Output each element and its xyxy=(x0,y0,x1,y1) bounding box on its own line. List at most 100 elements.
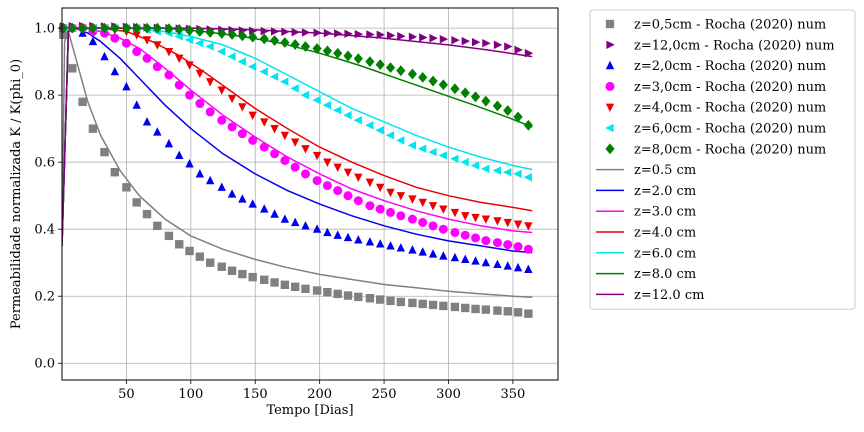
data-point-z-3-0cm-rocha-2020-num xyxy=(481,236,491,246)
data-point-z-0-5cm-rocha-2020-num xyxy=(59,30,68,40)
data-point-z-2-0cm-rocha-2020-num xyxy=(185,159,194,168)
data-point-z-8-0cm-rocha-2020-num xyxy=(450,83,460,95)
grid-lines xyxy=(62,8,558,380)
data-point-z-12-0cm-rocha-2020-num xyxy=(419,33,428,42)
data-point-z-6-0cm-rocha-2020-num xyxy=(216,47,226,56)
data-point-z-6-0cm-rocha-2020-num xyxy=(481,164,490,174)
data-point-z-4-0cm-rocha-2020-num xyxy=(439,205,448,214)
data-point-z-3-0cm-rocha-2020-num xyxy=(503,240,513,250)
data-point-z-2-0cm-rocha-2020-num xyxy=(301,221,310,230)
data-point-z-0-5cm-rocha-2020-num xyxy=(301,284,310,294)
data-point-z-0-5cm-rocha-2020-num xyxy=(238,269,247,279)
data-point-z-6-0cm-rocha-2020-num xyxy=(502,168,512,177)
data-point-z-8-0cm-rocha-2020-num xyxy=(375,59,385,71)
data-point-z-6-0cm-rocha-2020-num xyxy=(332,106,342,115)
data-point-z-4-0cm-rocha-2020-num xyxy=(312,151,322,161)
data-point-z-0-5cm-rocha-2020-num xyxy=(68,64,77,73)
data-point-z-8-0cm-rocha-2020-num xyxy=(227,29,237,40)
data-point-z-8-0cm-rocha-2020-num xyxy=(259,33,269,45)
data-point-z-3-0cm-rocha-2020-num xyxy=(132,47,142,57)
data-point-z-4-0cm-rocha-2020-num xyxy=(481,215,491,224)
data-point-z-8-0cm-rocha-2020-num xyxy=(58,22,68,34)
legend: z=0,5cm - Rocha (2020) num z=12,0cm - Roc… xyxy=(589,9,856,310)
data-point-z-12-0cm-rocha-2020-num xyxy=(451,35,460,45)
data-point-z-2-0cm-rocha-2020-num xyxy=(333,230,342,239)
data-point-z-2-0cm-rocha-2020-num xyxy=(280,214,290,223)
x-axis-ticks: 50 100 150 200 250 300 350 xyxy=(118,380,525,402)
data-point-z-3-0cm-rocha-2020-num xyxy=(280,155,290,165)
data-point-z-3-0cm-rocha-2020-num xyxy=(237,129,247,139)
data-point-z-6-0cm-rocha-2020-num xyxy=(259,67,268,76)
data-point-z-3-0cm-rocha-2020-num xyxy=(300,169,310,179)
data-point-z-12-0cm-rocha-2020-num xyxy=(386,31,396,40)
data-point-z-0-5cm-rocha-2020-num xyxy=(142,209,152,219)
legend-marker xyxy=(605,60,615,70)
data-point-z-2-0cm-rocha-2020-num xyxy=(142,117,152,126)
data-point-z-4-0cm-rocha-2020-num xyxy=(376,183,385,193)
data-point-z-4-0cm-rocha-2020-num xyxy=(270,125,279,134)
data-point-z-4-0cm-rocha-2020-num xyxy=(238,103,247,112)
data-point-z-4-0cm-rocha-2020-num xyxy=(493,217,502,226)
data-point-z-3-0cm-rocha-2020-num xyxy=(217,115,227,125)
data-point-z-8-0cm-rocha-2020-num xyxy=(438,79,448,91)
data-point-z-0-5cm-rocha-2020-num xyxy=(270,278,279,287)
data-point-z-12-0cm-rocha-2020-num xyxy=(471,37,481,47)
data-point-z-0-5cm-rocha-2020-num xyxy=(450,302,460,312)
data-point-z-3-0cm-rocha-2020-num xyxy=(418,217,428,227)
data-point-z-12-0cm-rocha-2020-num xyxy=(249,26,258,35)
data-point-z-8-0cm-rocha-2020-num xyxy=(290,39,300,50)
x-tick-label: 250 xyxy=(372,387,397,402)
data-point-z-8-0cm-rocha-2020-num xyxy=(110,22,120,34)
data-point-z-12-0cm-rocha-2020-num xyxy=(291,27,300,37)
data-point-z-2-0cm-rocha-2020-num xyxy=(524,264,533,274)
data-point-z-4-0cm-rocha-2020-num xyxy=(185,61,194,70)
data-point-z-3-0cm-rocha-2020-num xyxy=(407,214,417,224)
data-point-z-6-0cm-rocha-2020-num xyxy=(492,166,502,175)
data-point-z-0-5cm-rocha-2020-num xyxy=(290,282,300,292)
data-point-z-0-5cm-rocha-2020-num xyxy=(396,297,406,307)
data-point-z-6-0cm-rocha-2020-num xyxy=(290,84,299,93)
data-point-z-4-0cm-rocha-2020-num xyxy=(365,178,375,188)
data-point-z-0-5cm-rocha-2020-num xyxy=(461,303,470,313)
y-tick-label: 0.4 xyxy=(34,223,55,238)
data-point-z-0-5cm-rocha-2020-num xyxy=(343,291,353,300)
data-point-z-6-0cm-rocha-2020-num xyxy=(396,136,405,145)
data-point-z-12-0cm-rocha-2020-num xyxy=(514,45,523,55)
data-point-z-2-0cm-rocha-2020-num xyxy=(195,169,205,178)
data-point-z-6-0cm-rocha-2020-num xyxy=(184,35,194,45)
legend-entry-label: z=6,0cm - Rocha (2020) num xyxy=(634,122,826,137)
data-point-z-4-0cm-rocha-2020-num xyxy=(132,31,141,40)
data-point-z-3-0cm-rocha-2020-num xyxy=(248,135,258,145)
data-point-z-12-0cm-rocha-2020-num xyxy=(493,40,503,50)
data-point-z-2-0cm-rocha-2020-num xyxy=(461,254,470,263)
data-point-z-2-0cm-rocha-2020-num xyxy=(164,138,174,148)
data-point-z-0-5cm-rocha-2020-num xyxy=(439,301,448,311)
data-point-z-12-0cm-rocha-2020-num xyxy=(482,38,491,48)
data-point-z-8-0cm-rocha-2020-num xyxy=(269,35,280,46)
data-point-z-12-0cm-rocha-2020-num xyxy=(524,49,534,58)
data-point-z-3-0cm-rocha-2020-num xyxy=(227,122,237,132)
data-point-z-6-0cm-rocha-2020-num xyxy=(365,121,374,130)
data-point-z-3-0cm-rocha-2020-num xyxy=(513,242,523,252)
data-point-z-6-0cm-rocha-2020-num xyxy=(428,147,437,157)
data-point-z-8-0cm-rocha-2020-num xyxy=(333,47,343,59)
data-point-z-12-0cm-rocha-2020-num xyxy=(461,36,471,46)
curve-z-0-5-cm xyxy=(62,29,533,298)
data-point-z-4-0cm-rocha-2020-num xyxy=(513,220,523,229)
data-point-z-4-0cm-rocha-2020-num xyxy=(450,208,460,218)
data-point-z-2-0cm-rocha-2020-num xyxy=(439,251,448,260)
data-point-z-3-0cm-rocha-2020-num xyxy=(365,201,375,211)
data-point-z-3-0cm-rocha-2020-num xyxy=(270,149,280,159)
x-tick-label: 300 xyxy=(436,387,461,402)
data-point-z-2-0cm-rocha-2020-num xyxy=(175,150,184,160)
data-point-z-4-0cm-rocha-2020-num xyxy=(164,47,174,57)
data-point-z-0-5cm-rocha-2020-num xyxy=(132,198,141,207)
data-point-z-2-0cm-rocha-2020-num xyxy=(122,81,131,91)
data-point-z-4-0cm-rocha-2020-num xyxy=(153,41,162,50)
data-point-z-2-0cm-rocha-2020-num xyxy=(471,256,480,265)
data-point-z-4-0cm-rocha-2020-num xyxy=(386,188,395,198)
data-point-z-2-0cm-rocha-2020-num xyxy=(290,217,300,227)
data-point-z-4-0cm-rocha-2020-num xyxy=(280,131,290,141)
data-point-z-2-0cm-rocha-2020-num xyxy=(270,209,279,218)
data-point-z-12-0cm-rocha-2020-num xyxy=(397,31,406,41)
